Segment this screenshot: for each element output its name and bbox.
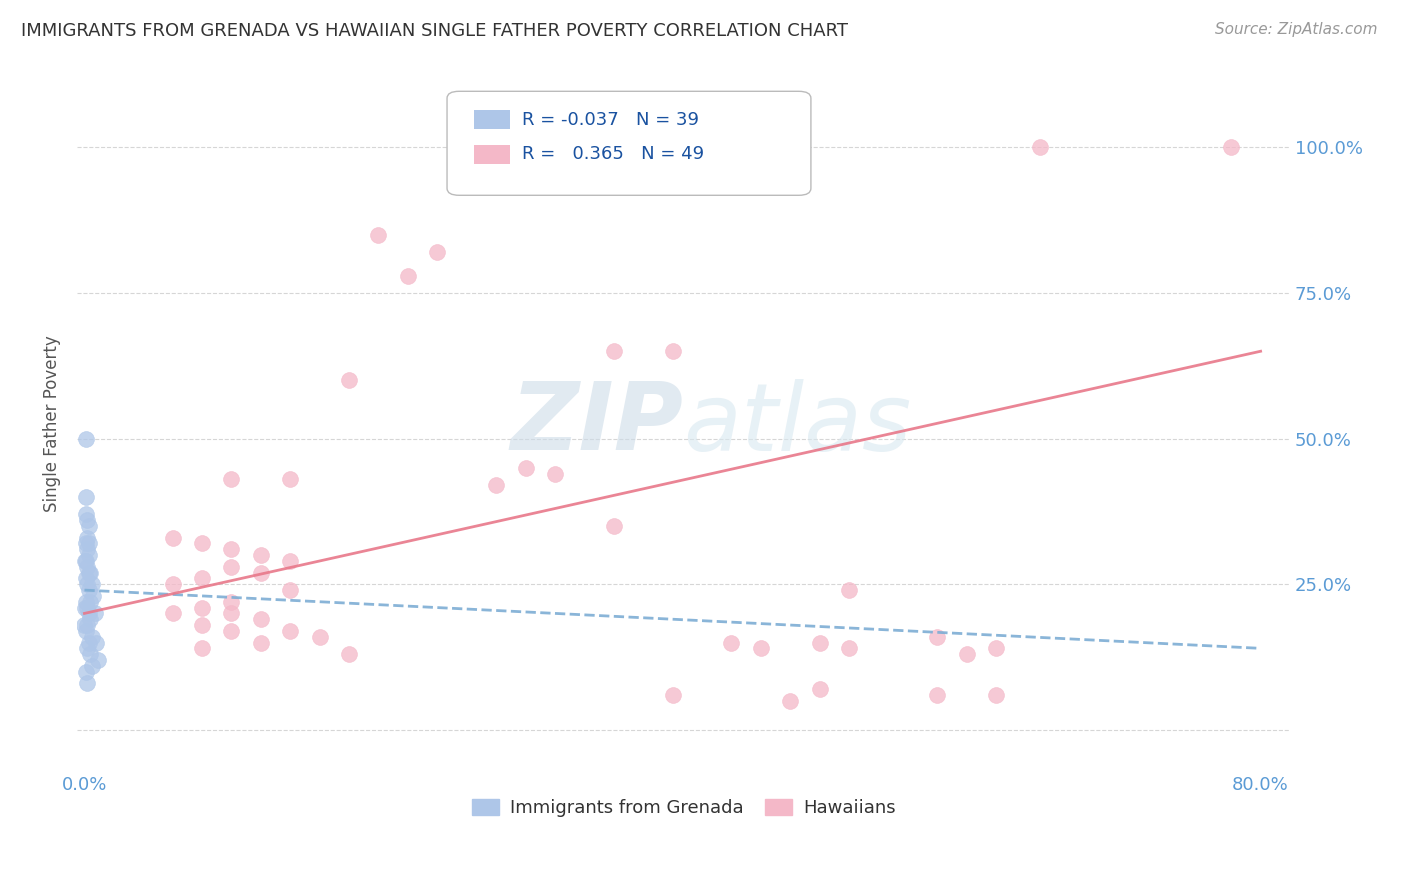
Point [75, 536, 97, 550]
Point [76, 577, 98, 591]
Point [79, 595, 101, 609]
Point [77, 519, 100, 533]
Point [984, 688, 1007, 702]
Point [76, 513, 98, 527]
Point [221, 607, 243, 621]
Text: ZIP: ZIP [510, 378, 683, 470]
Point [75, 432, 97, 446]
Text: Source: ZipAtlas.com: Source: ZipAtlas.com [1215, 22, 1378, 37]
Point [77, 566, 100, 580]
Point [191, 641, 214, 656]
Point [75, 624, 97, 638]
Point [838, 583, 860, 598]
Point [221, 542, 243, 557]
Point [278, 583, 301, 598]
Point [84, 635, 107, 649]
Point [396, 268, 419, 283]
Point [955, 647, 977, 661]
Y-axis label: Single Father Poverty: Single Father Poverty [44, 335, 60, 512]
Point [79, 612, 101, 626]
Point [808, 682, 831, 697]
Point [77, 548, 100, 562]
Point [80, 577, 103, 591]
Point [76, 559, 98, 574]
Point [779, 694, 801, 708]
Point [603, 519, 626, 533]
Point [221, 559, 243, 574]
Point [80, 630, 103, 644]
Point [76, 676, 98, 690]
Point [191, 618, 214, 632]
Point [337, 373, 360, 387]
Point [544, 467, 567, 481]
Point [191, 600, 214, 615]
Point [278, 472, 301, 486]
Point [250, 635, 273, 649]
Point [1029, 140, 1052, 154]
Point [250, 548, 273, 562]
Point [75, 554, 97, 568]
Point [79, 647, 101, 661]
Point [221, 472, 243, 486]
Point [337, 647, 360, 661]
Point [308, 630, 330, 644]
Point [515, 460, 537, 475]
Point [278, 624, 301, 638]
Point [927, 630, 949, 644]
Legend: Immigrants from Grenada, Hawaiians: Immigrants from Grenada, Hawaiians [464, 791, 903, 824]
Point [77, 607, 100, 621]
Point [76, 618, 98, 632]
Point [191, 571, 214, 585]
Text: R =   0.365   N = 49: R = 0.365 N = 49 [522, 145, 704, 163]
Point [720, 635, 742, 649]
Point [221, 595, 243, 609]
Point [250, 566, 273, 580]
Point [76, 531, 98, 545]
Point [749, 641, 772, 656]
Point [79, 566, 101, 580]
Point [75, 595, 97, 609]
Point [367, 227, 389, 242]
Point [927, 688, 949, 702]
FancyBboxPatch shape [474, 110, 510, 129]
Point [75, 508, 97, 522]
Point [75, 571, 97, 585]
Point [75, 665, 97, 679]
Point [76, 542, 98, 557]
Point [83, 607, 105, 621]
Point [278, 554, 301, 568]
Point [162, 607, 184, 621]
Text: atlas: atlas [683, 378, 912, 469]
Point [984, 641, 1007, 656]
Point [162, 577, 184, 591]
Point [661, 344, 683, 359]
Point [162, 531, 184, 545]
Point [838, 641, 860, 656]
Point [221, 624, 243, 638]
Point [485, 478, 508, 492]
FancyBboxPatch shape [447, 91, 811, 195]
Point [76, 641, 98, 656]
Text: IMMIGRANTS FROM GRENADA VS HAWAIIAN SINGLE FATHER POVERTY CORRELATION CHART: IMMIGRANTS FROM GRENADA VS HAWAIIAN SING… [21, 22, 848, 40]
Point [73, 618, 96, 632]
Point [75, 554, 97, 568]
Point [82, 589, 104, 603]
Point [191, 536, 214, 550]
Point [250, 612, 273, 626]
Text: R = -0.037   N = 39: R = -0.037 N = 39 [522, 111, 699, 128]
Point [75, 490, 97, 504]
Point [76, 600, 98, 615]
Point [1220, 140, 1243, 154]
Point [77, 536, 100, 550]
Point [77, 583, 100, 598]
Point [77, 635, 100, 649]
FancyBboxPatch shape [474, 145, 510, 164]
Point [603, 344, 626, 359]
Point [75, 600, 97, 615]
Point [808, 635, 831, 649]
Point [661, 688, 683, 702]
Point [426, 245, 449, 260]
Point [86, 653, 108, 667]
Point [80, 658, 103, 673]
